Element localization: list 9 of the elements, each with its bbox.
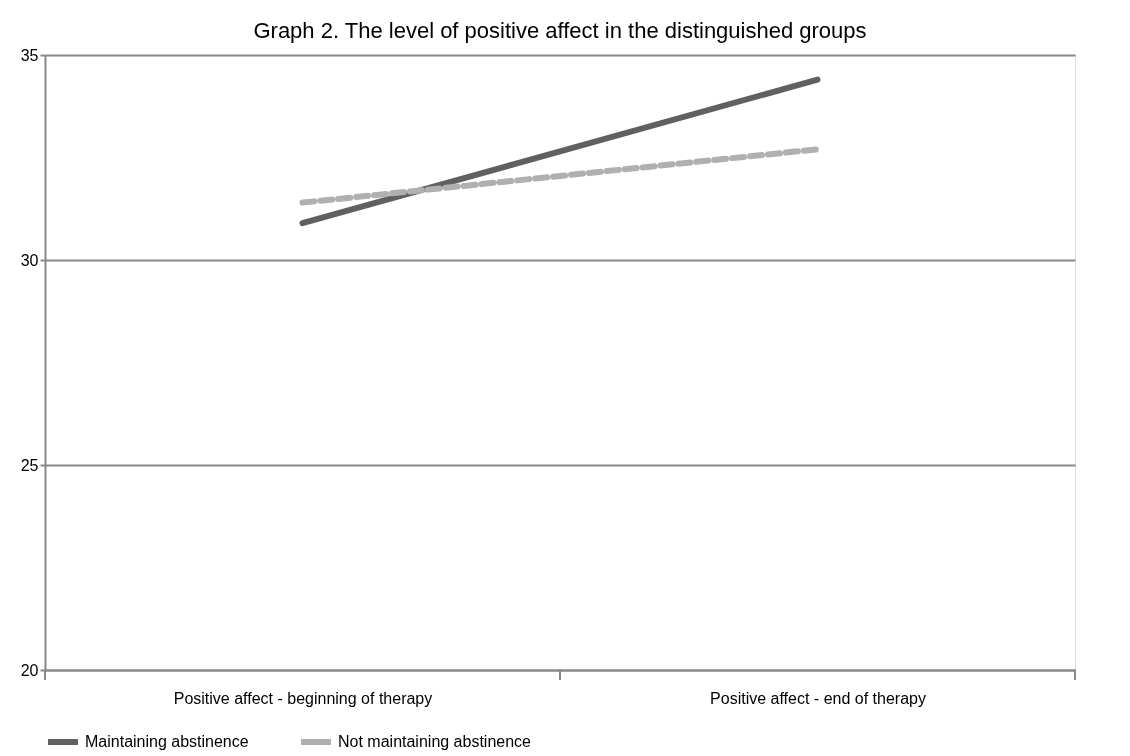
chart-title: Graph 2. The level of positive affect in the distinguished groups [253,18,867,43]
y-tick-label: 30 [20,251,39,269]
legend-label: Not maintaining abstinence [338,733,532,750]
x-tick-label: Positive affect - beginning of therapy [173,689,433,707]
y-tick-label: 20 [20,661,39,679]
y-tick-label: 25 [20,456,39,474]
y-tick-label: 35 [20,46,39,64]
legend-label: Maintaining abstinence [85,733,249,750]
x-tick-label: Positive affect - end of therapy [710,689,926,707]
